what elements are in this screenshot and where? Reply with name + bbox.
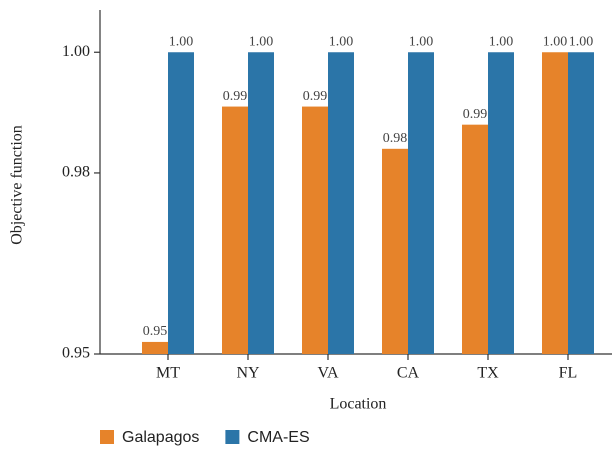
bar <box>462 124 488 355</box>
value-label: 1.00 <box>169 34 194 49</box>
value-label: 0.95 <box>143 324 168 339</box>
x-tick-label: MT <box>156 365 180 382</box>
bar <box>302 106 328 354</box>
bar <box>142 341 168 354</box>
y-axis-label: Objective function <box>9 125 26 245</box>
x-tick-label: FL <box>559 365 578 382</box>
value-label: 1.00 <box>569 34 594 49</box>
bar <box>382 148 408 354</box>
value-label: 1.00 <box>543 34 568 49</box>
x-tick-label: TX <box>477 365 499 382</box>
y-tick-label: 1.00 <box>62 43 90 60</box>
bar <box>542 52 568 355</box>
bar <box>408 52 434 355</box>
bar <box>328 52 354 355</box>
value-label: 0.99 <box>463 107 488 122</box>
bar <box>568 52 594 355</box>
bar <box>488 52 514 355</box>
value-label: 1.00 <box>489 34 514 49</box>
value-label: 1.00 <box>329 34 354 49</box>
legend-swatch <box>100 430 114 444</box>
x-tick-label: CA <box>397 365 420 382</box>
legend-label: CMA-ES <box>247 429 309 446</box>
bar <box>168 52 194 355</box>
x-axis-label: Location <box>330 396 387 413</box>
value-label: 0.98 <box>383 131 408 146</box>
x-tick-label: VA <box>317 365 338 382</box>
bar <box>222 106 248 354</box>
value-label: 0.99 <box>223 89 248 104</box>
y-tick-label: 0.95 <box>62 345 90 362</box>
value-label: 0.99 <box>303 89 328 104</box>
x-tick-label: NY <box>236 365 260 382</box>
y-tick-label: 0.98 <box>62 164 90 181</box>
bar <box>248 52 274 355</box>
legend-label: Galapagos <box>122 429 199 446</box>
value-label: 1.00 <box>249 34 274 49</box>
value-label: 1.00 <box>409 34 434 49</box>
legend-swatch <box>225 430 240 444</box>
